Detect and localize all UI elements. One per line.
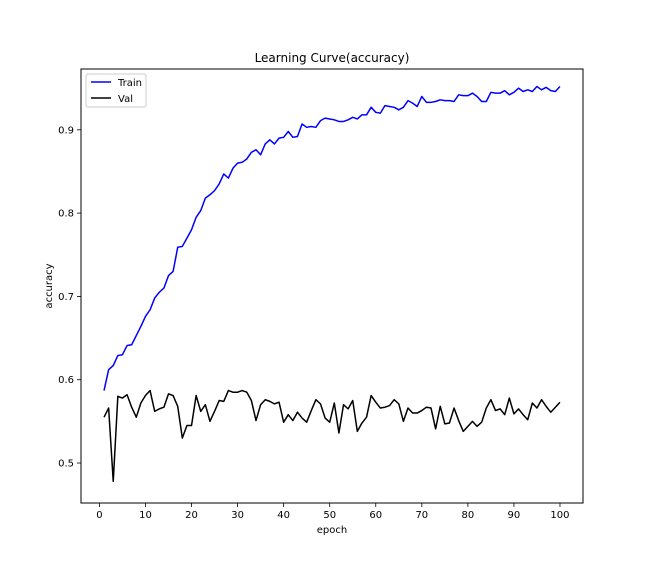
y-tick-label: 0.7 — [58, 292, 74, 303]
x-axis-ticks: 0 10 20 30 40 50 60 70 80 90 100 — [96, 503, 570, 521]
x-tick-label: 60 — [369, 510, 382, 521]
legend: Train Val — [85, 73, 147, 108]
legend-label-train: Train — [117, 78, 142, 89]
y-tick-label: 0.6 — [58, 375, 74, 386]
legend-label-val: Val — [118, 94, 133, 105]
x-tick-label: 70 — [415, 510, 428, 521]
series-line-train — [103, 85, 561, 391]
x-tick-label: 30 — [231, 510, 244, 521]
chart-title: Learning Curve(accuracy) — [255, 51, 410, 65]
axes-frame — [80, 68, 584, 504]
x-axis-label: epoch — [317, 525, 347, 536]
y-tick-label: 0.9 — [58, 125, 74, 136]
y-axis-label: accuracy — [44, 263, 55, 308]
y-tick-label: 0.8 — [58, 209, 74, 220]
x-tick-label: 90 — [508, 510, 521, 521]
x-tick-label: 10 — [139, 510, 152, 521]
series-line-val — [103, 389, 561, 483]
x-tick-label: 40 — [277, 510, 290, 521]
y-axis-ticks: 0.5 0.6 0.7 0.8 0.9 — [58, 125, 81, 470]
plot-area — [103, 85, 561, 483]
x-tick-label: 100 — [550, 510, 569, 521]
x-tick-label: 50 — [323, 510, 336, 521]
x-tick-label: 0 — [96, 510, 102, 521]
x-tick-label: 20 — [185, 510, 198, 521]
y-tick-label: 0.5 — [58, 459, 74, 470]
x-tick-label: 80 — [461, 510, 474, 521]
